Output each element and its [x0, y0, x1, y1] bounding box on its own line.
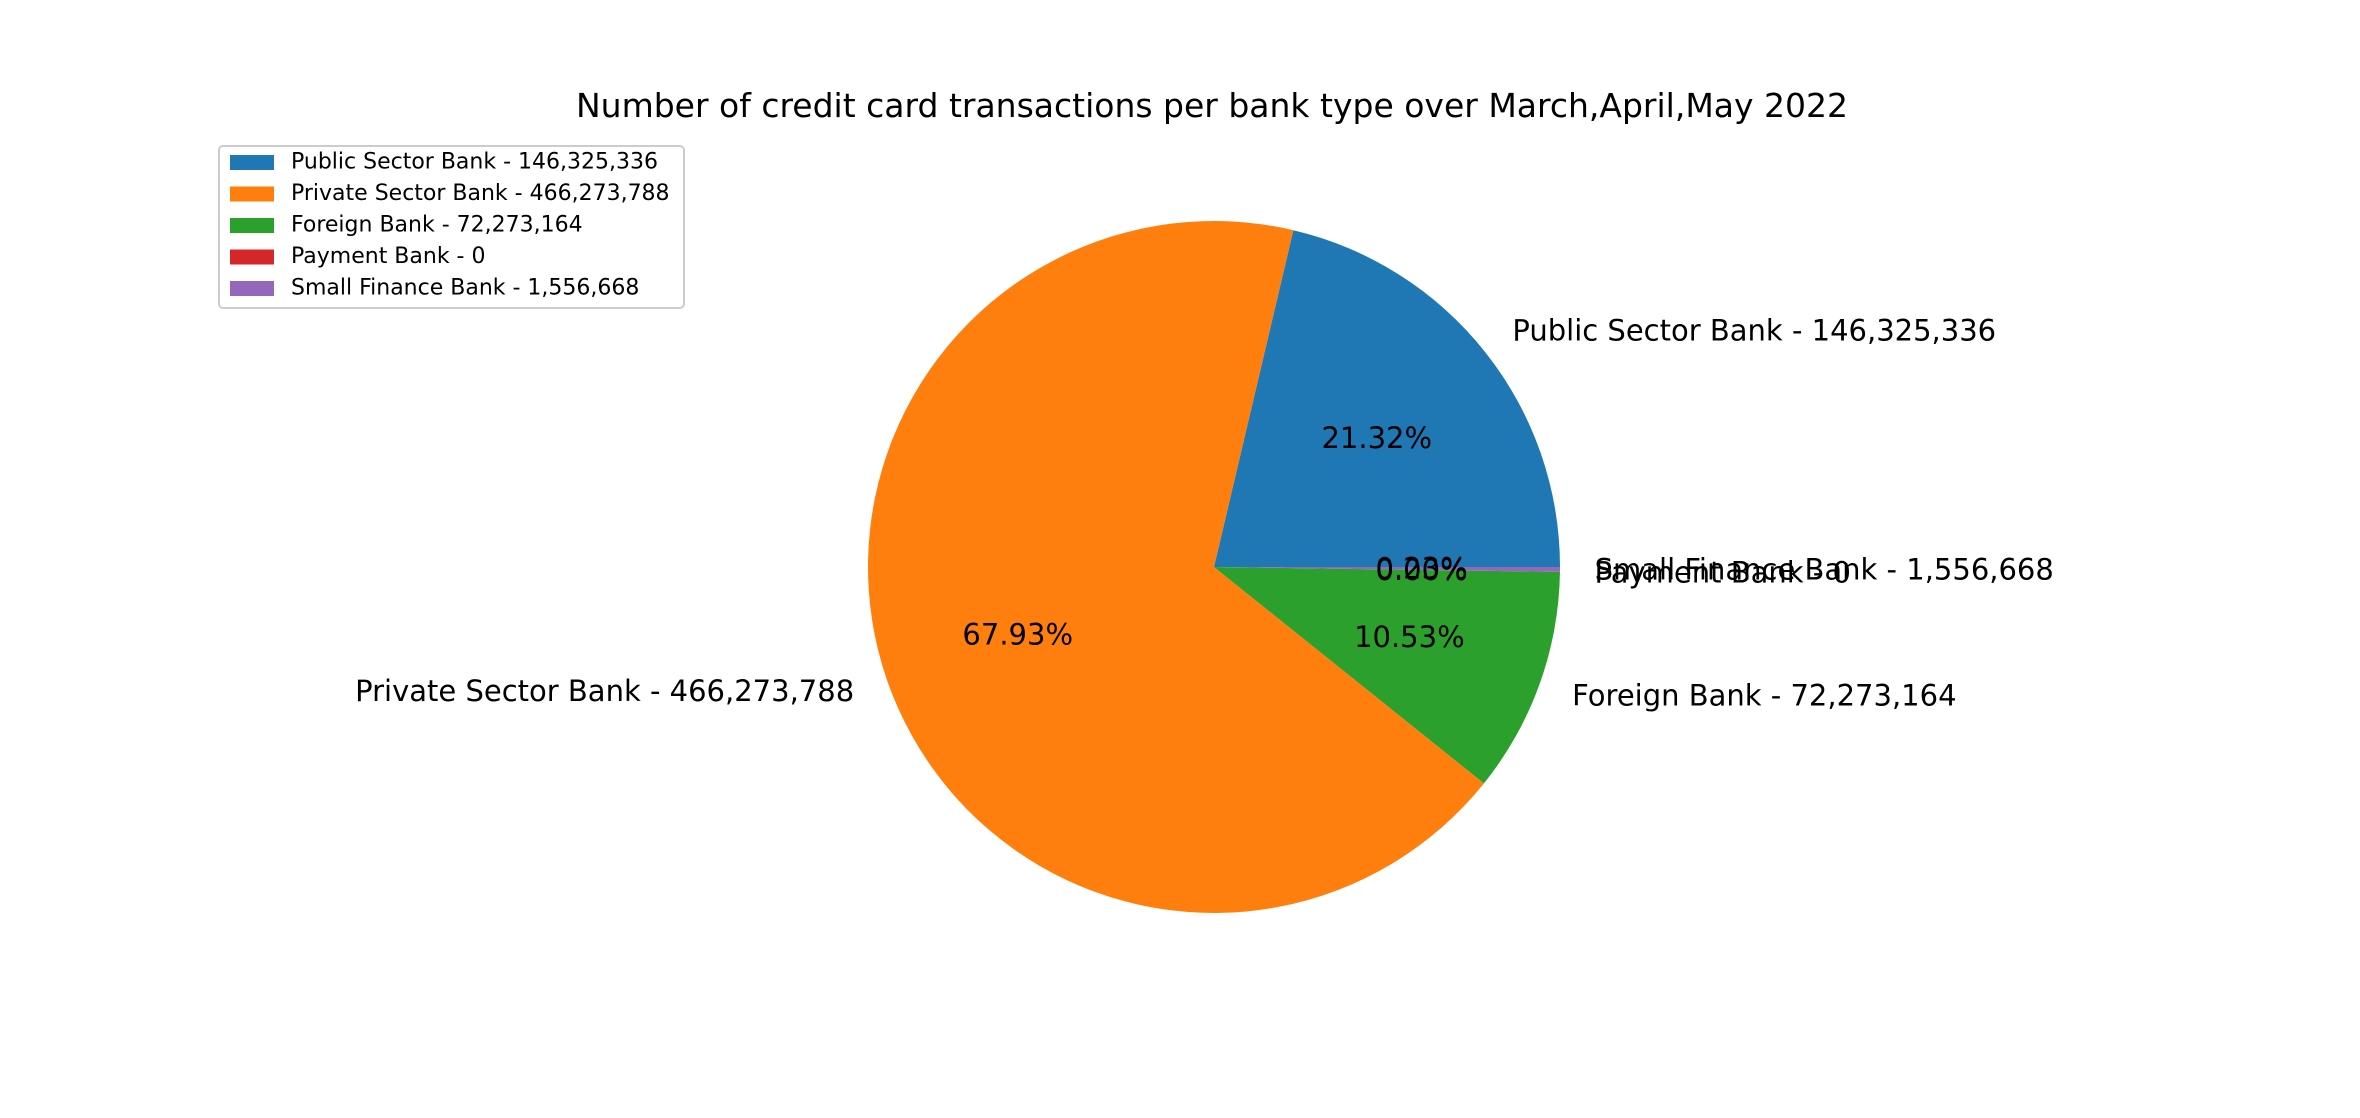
legend-swatch: [230, 281, 274, 296]
slice-labels: Public Sector Bank - 146,325,336 Private …: [355, 314, 2054, 713]
legend-entries: Public Sector Bank - 146,325,336 Private …: [230, 150, 670, 301]
legend-swatch: [230, 218, 274, 233]
legend-swatch: [230, 249, 274, 265]
percent-label: 21.32%: [1321, 421, 1432, 455]
pie-slice: [1214, 230, 1560, 567]
slice-label: Payment Bank - 0: [1595, 555, 1851, 589]
legend-label: Public Sector Bank - 146,325,336: [291, 150, 658, 175]
legend: Public Sector Bank - 146,325,336 Private …: [218, 145, 685, 309]
percent-label: 10.53%: [1354, 620, 1465, 654]
legend-label: Payment Bank - 0: [291, 244, 486, 269]
slice-label: Small Finance Bank - 1,556,668: [1595, 553, 2054, 587]
slice-label: Private Sector Bank - 466,273,788: [355, 674, 854, 708]
legend-label: Small Finance Bank - 1,556,668: [291, 276, 639, 301]
percent-labels: 21.32% 67.93% 10.53% 0.00%0.23%: [962, 421, 1467, 654]
percent-label: 0.23%: [1376, 551, 1468, 585]
percent-label: 0.00%: [1376, 553, 1468, 587]
pie-slice: [867, 220, 1484, 913]
legend-label: Private Sector Bank - 466,273,788: [291, 181, 670, 206]
chart-title: Number of credit card transactions per b…: [576, 86, 1848, 125]
percent-label: 67.93%: [962, 618, 1073, 652]
legend-label: Foreign Bank - 72,273,164: [291, 213, 583, 238]
legend-swatch: [230, 155, 274, 170]
pie-slice: [1214, 567, 1560, 784]
legend-swatch: [230, 186, 274, 202]
legend-frame: [218, 145, 685, 309]
pie-slice: [1214, 567, 1560, 572]
pie-slices: [867, 220, 1560, 913]
slice-label: Public Sector Bank - 146,325,336: [1512, 314, 1996, 348]
slice-label: Foreign Bank - 72,273,164: [1572, 679, 1956, 713]
